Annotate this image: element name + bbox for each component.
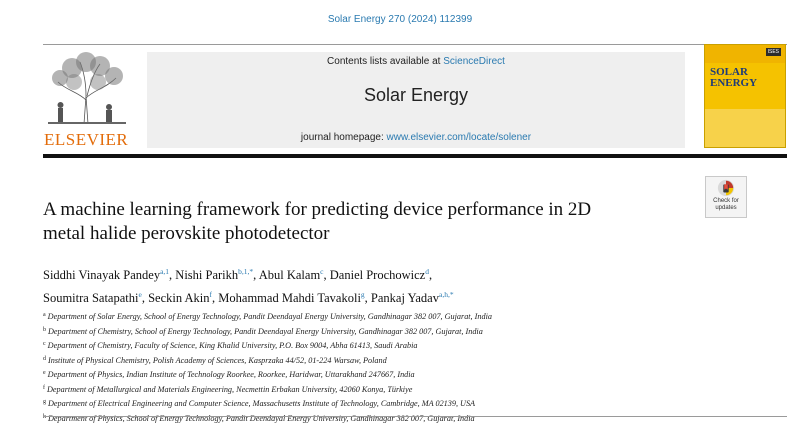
affiliation-text: Department of Metallurgical and Material…: [47, 384, 413, 394]
contents-prefix: Contents lists available at: [327, 56, 441, 67]
publisher-name: ELSEVIER: [44, 130, 129, 149]
affiliation-key: b: [43, 326, 46, 333]
affiliation-key: c: [43, 341, 46, 347]
author-affiliation-ref[interactable]: a,1: [160, 267, 170, 276]
author-name[interactable]: Pankaj Yadav: [370, 291, 439, 305]
affiliation-text: Department of Physics, Indian Institute …: [47, 370, 415, 379]
article-title-line2: metal halide perovskite photodetector: [43, 223, 330, 244]
author-name[interactable]: Nishi Parikh: [175, 268, 239, 282]
affiliation-item: a Department of Solar Energy, School of E…: [43, 309, 783, 324]
journal-title: Solar Energy: [363, 85, 469, 105]
cover-top-band: [705, 45, 785, 63]
cover-title: SOLAR ENERGY: [710, 67, 757, 89]
affiliation-text: Institute of Physical Chemistry, Polish …: [48, 355, 387, 365]
cover-society-badge: ISES: [765, 48, 781, 56]
affiliation-item: g Department of Electrical Engineering an…: [43, 396, 783, 411]
affiliation-text: Department of Chemistry, Faculty of Scie…: [47, 341, 418, 350]
affiliation-key: g: [43, 399, 46, 405]
cover-title-line1: SOLAR: [710, 66, 748, 78]
affiliation-item: b Department of Chemistry, School of Ener…: [43, 324, 783, 339]
header-divider: [43, 44, 787, 45]
affiliation-item: f Department of Metallurgical and Materia…: [43, 382, 783, 397]
affiliation-item: e Department of Physics, Indian Institute…: [43, 367, 783, 382]
sciencedirect-link[interactable]: ScienceDirect: [443, 56, 505, 67]
affiliation-item: hDepartment of Physics, School of Energy…: [43, 411, 783, 426]
footer-divider: [43, 416, 787, 417]
journal-citation[interactable]: Solar Energy 270 (2024) 112399: [327, 14, 473, 25]
homepage-prefix: journal homepage:: [300, 132, 384, 143]
affiliation-key: e: [43, 370, 46, 376]
affiliation-list: a Department of Solar Energy, School of E…: [43, 309, 783, 425]
contents-line: Contents lists available at ScienceDirec…: [147, 56, 685, 67]
author-affiliation-ref[interactable]: f: [209, 290, 213, 299]
author-name[interactable]: Siddhi Vinayak Pandey: [43, 268, 161, 282]
author-affiliation-ref[interactable]: d: [425, 267, 429, 276]
affiliation-key: a: [43, 312, 46, 318]
affiliation-text: Department of Chemistry, School of Energ…: [48, 326, 483, 336]
journal-cover-thumbnail[interactable]: ISES SOLAR ENERGY: [704, 44, 786, 148]
cover-title-line2: ENERGY: [710, 77, 758, 89]
author-affiliation-ref[interactable]: c: [320, 267, 324, 276]
elsevier-tree-logo: [40, 52, 140, 150]
journal-masthead: Contents lists available at ScienceDirec…: [147, 52, 685, 148]
affiliation-item: d Institute of Physical Chemistry, Polish…: [43, 353, 783, 368]
author-name[interactable]: Seckin Akin: [148, 291, 210, 305]
author-name[interactable]: Daniel Prochowicz: [329, 268, 426, 282]
affiliation-text: Department of Physics, School of Energy …: [48, 413, 475, 423]
author-affiliation-ref[interactable]: a,h,*: [438, 290, 454, 299]
affiliation-key: d: [43, 355, 46, 362]
affiliation-key: f: [43, 384, 45, 391]
author-line: Soumitra Satapathie, Seckin Akinf, Moham…: [43, 290, 454, 305]
author-list: Siddhi Vinayak Pandeya,1, Nishi Parikhb,…: [43, 262, 743, 308]
journal-homepage-link[interactable]: www.elsevier.com/locate/solener: [386, 132, 532, 143]
affiliation-text: Department of Electrical Engineering and…: [48, 399, 476, 408]
check-for-updates-button[interactable]: Check for updates: [705, 176, 747, 218]
tree-icon: [44, 52, 130, 126]
author-affiliation-ref[interactable]: b,1,*: [238, 267, 254, 276]
article-title-line1: A machine learning framework for predict…: [43, 199, 592, 220]
author-name[interactable]: Mohammad Mahdi Tavakoli: [218, 291, 361, 305]
masthead-divider: [43, 154, 787, 158]
crossmark-icon: [717, 179, 735, 197]
article-title: A machine learning framework for predict…: [43, 198, 683, 246]
affiliation-text: Department of Solar Energy, School of En…: [47, 312, 492, 321]
homepage-line: journal homepage: www.elsevier.com/locat…: [147, 132, 685, 143]
author-affiliation-ref[interactable]: e: [138, 290, 142, 299]
check-for-updates-label: Check for updates: [713, 198, 739, 211]
author-affiliation-ref[interactable]: g: [360, 290, 365, 299]
author-name[interactable]: Abul Kalam: [258, 268, 321, 282]
author-line: Siddhi Vinayak Pandeya,1, Nishi Parikhb,…: [43, 267, 433, 282]
affiliation-item: c Department of Chemistry, Faculty of Sci…: [43, 338, 783, 353]
cover-bottom-band: [705, 109, 785, 147]
author-name[interactable]: Soumitra Satapathi: [43, 291, 139, 305]
